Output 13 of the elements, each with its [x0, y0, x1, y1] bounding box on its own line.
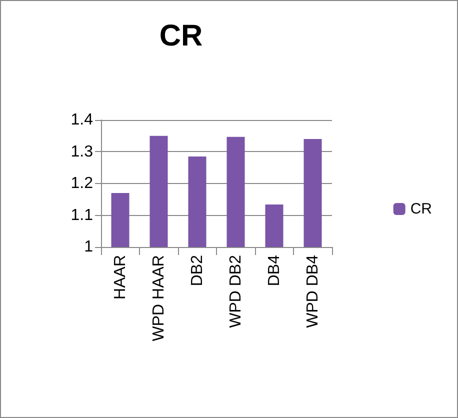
x-tick-label: HAAR: [112, 255, 129, 300]
x-tick-label: WPD HAAR: [150, 255, 168, 342]
legend-label: CR: [410, 200, 432, 218]
x-tick-label: WPD DB2: [227, 254, 244, 328]
chart-title: CR: [159, 20, 203, 52]
y-tick-label: 1.1: [70, 206, 94, 224]
x-tick-label: DB4: [266, 254, 283, 286]
y-tick-label: 1.2: [70, 175, 94, 192]
x-tick-label: DB2: [188, 254, 206, 286]
y-tick-label: 1.3: [70, 143, 94, 160]
y-tick-label: 1.4: [70, 112, 94, 128]
y-tick-label: 1: [84, 238, 94, 256]
x-tick-label: WPD DB4: [304, 254, 322, 328]
